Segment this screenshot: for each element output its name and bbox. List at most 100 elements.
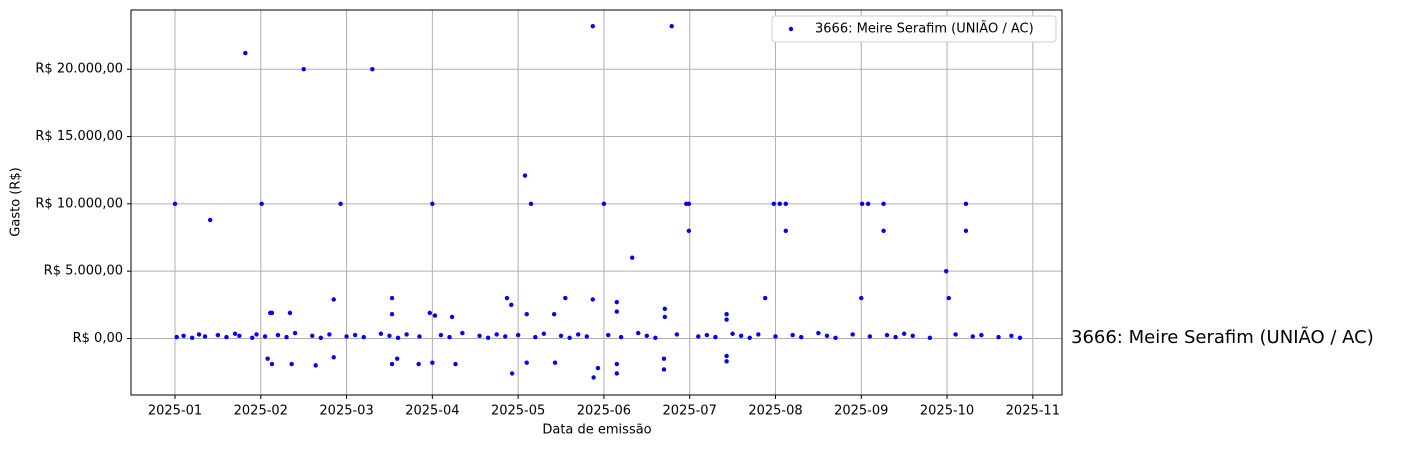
point	[558, 333, 564, 338]
point	[881, 228, 886, 233]
point	[389, 361, 395, 367]
point	[614, 299, 619, 305]
point	[943, 268, 949, 274]
point	[724, 312, 729, 317]
x-tick-label: 2025-07	[663, 404, 717, 419]
point	[509, 302, 514, 308]
point	[614, 309, 619, 314]
point	[318, 335, 324, 340]
point	[881, 201, 886, 207]
point	[430, 360, 435, 365]
point	[504, 295, 510, 301]
point	[946, 295, 951, 301]
point	[850, 332, 855, 337]
point	[783, 228, 788, 233]
y-tick-label: R$ 0,00	[73, 331, 123, 346]
point	[387, 333, 392, 338]
point	[331, 355, 336, 360]
point	[636, 330, 641, 336]
point	[361, 334, 366, 340]
point	[438, 332, 444, 338]
point	[259, 201, 264, 207]
point	[172, 201, 178, 207]
point	[287, 310, 293, 316]
point	[269, 361, 275, 367]
legend-label: 3666: Meire Serafim (UNIÃO / AC)	[815, 21, 1034, 37]
x-tick-label: 2025-04	[405, 404, 459, 419]
point	[301, 67, 306, 72]
point	[524, 312, 529, 317]
point	[338, 201, 343, 207]
y-tick-label: R$ 10.000,00	[35, 196, 123, 211]
point	[292, 330, 298, 336]
point	[996, 334, 1001, 340]
point	[389, 295, 395, 301]
point	[674, 332, 680, 337]
point	[662, 314, 668, 320]
point	[591, 375, 596, 380]
point	[313, 363, 318, 368]
point	[816, 330, 821, 336]
point	[352, 332, 358, 338]
point	[595, 365, 601, 371]
point	[762, 295, 768, 301]
point	[567, 335, 572, 340]
point	[528, 201, 534, 207]
point	[265, 356, 270, 361]
point	[453, 361, 458, 367]
point	[515, 332, 521, 338]
point	[790, 332, 795, 338]
point	[533, 334, 538, 340]
point	[756, 332, 761, 337]
point	[590, 23, 595, 29]
point	[696, 334, 701, 339]
point	[430, 201, 435, 207]
point	[262, 334, 268, 339]
point	[509, 371, 515, 376]
point	[590, 297, 595, 302]
point	[232, 331, 238, 336]
x-tick-label: 2025-10	[920, 404, 974, 419]
point	[865, 201, 871, 207]
point	[327, 332, 332, 337]
point	[552, 360, 558, 365]
point	[541, 331, 547, 336]
y-tick-label: R$ 5.000,00	[44, 264, 123, 279]
point	[601, 201, 607, 207]
x-tick-label: 2025-05	[491, 404, 545, 419]
point	[477, 333, 482, 338]
point	[378, 331, 384, 336]
point	[394, 356, 400, 361]
point	[196, 332, 202, 337]
point	[189, 335, 195, 340]
point	[417, 334, 422, 339]
point	[207, 217, 213, 223]
point	[460, 330, 465, 336]
point	[449, 314, 455, 320]
point	[704, 332, 710, 338]
point	[202, 334, 208, 339]
x-tick-label: 2025-01	[148, 404, 202, 419]
point	[524, 360, 529, 365]
point	[859, 295, 864, 301]
point	[738, 333, 744, 338]
point	[395, 335, 401, 340]
point	[669, 23, 674, 29]
point	[859, 201, 865, 207]
point	[447, 334, 452, 340]
y-axis-label: Gasto (R$)	[9, 167, 24, 236]
point	[730, 331, 735, 336]
legend: 3666: Meire Serafim (UNIÃO / AC)	[771, 15, 1057, 43]
point	[963, 228, 969, 233]
point	[344, 334, 349, 339]
point	[494, 332, 499, 337]
point	[970, 334, 975, 339]
point	[331, 297, 336, 302]
point	[953, 332, 958, 337]
point	[215, 332, 221, 338]
point	[563, 295, 568, 301]
point	[427, 310, 432, 316]
point	[644, 333, 650, 338]
